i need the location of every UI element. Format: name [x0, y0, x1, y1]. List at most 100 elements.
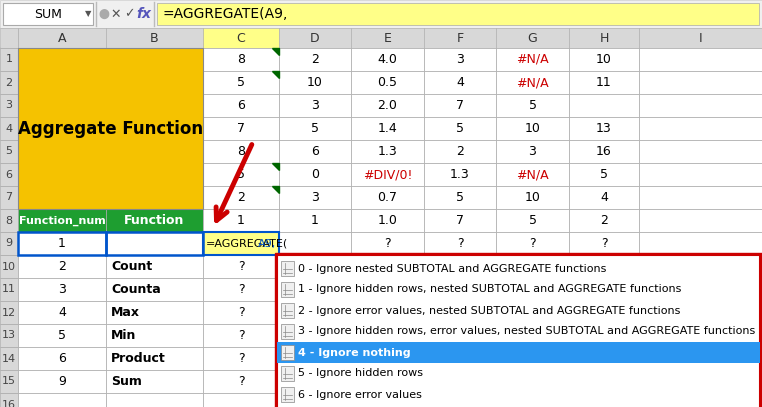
Bar — [279, 370, 351, 393]
Bar — [351, 301, 424, 324]
Text: 11: 11 — [596, 76, 612, 89]
Polygon shape — [0, 28, 18, 48]
Bar — [18, 301, 106, 324]
Bar — [496, 94, 569, 117]
Bar — [106, 232, 203, 255]
Text: 1: 1 — [58, 237, 66, 250]
Bar — [106, 186, 203, 209]
Text: D: D — [310, 31, 320, 44]
Bar — [0, 71, 18, 94]
Text: 3: 3 — [456, 53, 464, 66]
Bar — [351, 117, 424, 140]
Bar — [639, 140, 762, 163]
Bar — [569, 186, 639, 209]
Bar — [639, 347, 762, 370]
Bar — [496, 163, 569, 186]
Text: 12: 12 — [2, 308, 16, 317]
Text: ?: ? — [238, 375, 245, 388]
Bar — [569, 232, 639, 255]
Text: ✕: ✕ — [110, 7, 121, 20]
Bar — [351, 232, 424, 255]
Bar — [279, 278, 351, 301]
Text: 5: 5 — [456, 191, 464, 204]
Text: ?: ? — [238, 306, 245, 319]
Bar — [424, 370, 496, 393]
Text: ?: ? — [456, 237, 463, 250]
Bar — [424, 347, 496, 370]
Bar — [106, 209, 203, 232]
Bar — [281, 345, 294, 360]
Bar — [424, 255, 496, 278]
Text: Counta: Counta — [111, 283, 161, 296]
Bar — [0, 324, 18, 347]
Text: Function: Function — [124, 214, 184, 227]
Text: 5: 5 — [456, 122, 464, 135]
Bar — [18, 71, 106, 94]
Bar — [351, 94, 424, 117]
Text: 1 - Ignore hidden rows, nested SUBTOTAL and AGGREGATE functions: 1 - Ignore hidden rows, nested SUBTOTAL … — [298, 284, 681, 295]
Bar — [496, 28, 569, 48]
Text: 10: 10 — [2, 262, 16, 271]
Bar — [569, 255, 639, 278]
Bar — [3, 3, 93, 25]
Bar — [106, 117, 203, 140]
Text: ?: ? — [238, 260, 245, 273]
Bar — [203, 71, 279, 94]
Bar — [639, 186, 762, 209]
Text: 2: 2 — [311, 53, 319, 66]
Bar — [18, 347, 106, 370]
Bar — [639, 117, 762, 140]
Bar — [106, 370, 203, 393]
Bar — [203, 255, 279, 278]
Bar — [203, 232, 279, 255]
Bar — [18, 393, 106, 407]
Text: 1.3: 1.3 — [378, 145, 397, 158]
Bar — [18, 163, 106, 186]
Bar — [569, 48, 639, 71]
Bar — [106, 163, 203, 186]
Bar — [18, 324, 106, 347]
Text: 9: 9 — [58, 375, 66, 388]
Bar — [0, 0, 762, 28]
Text: 6: 6 — [237, 99, 245, 112]
Bar — [639, 301, 762, 324]
Text: H: H — [599, 31, 609, 44]
Bar — [569, 347, 639, 370]
Text: 7: 7 — [456, 99, 464, 112]
Bar — [281, 366, 294, 381]
Text: 3: 3 — [529, 145, 536, 158]
Bar — [106, 347, 203, 370]
Bar — [496, 232, 569, 255]
Bar — [351, 140, 424, 163]
Bar — [279, 324, 351, 347]
Bar — [424, 117, 496, 140]
Bar — [351, 28, 424, 48]
Text: 11: 11 — [2, 284, 16, 295]
Text: 0: 0 — [311, 168, 319, 181]
Bar — [496, 209, 569, 232]
Bar — [277, 255, 760, 407]
Bar — [639, 48, 762, 71]
Text: 10: 10 — [596, 53, 612, 66]
Bar — [424, 209, 496, 232]
Text: =AGGREGATE(A9,: =AGGREGATE(A9, — [162, 7, 287, 21]
Bar — [569, 28, 639, 48]
Bar — [639, 255, 762, 278]
Bar — [569, 209, 639, 232]
Bar — [0, 347, 18, 370]
Bar — [424, 140, 496, 163]
Bar — [424, 94, 496, 117]
Bar — [0, 278, 18, 301]
Bar — [106, 48, 203, 71]
Bar — [496, 117, 569, 140]
Bar — [106, 232, 203, 255]
Polygon shape — [272, 71, 279, 78]
Text: 5 - Ignore hidden rows: 5 - Ignore hidden rows — [298, 368, 423, 379]
Bar — [281, 324, 294, 339]
Bar — [279, 71, 351, 94]
Text: ?: ? — [384, 237, 391, 250]
Bar — [281, 261, 294, 276]
Text: 0.5: 0.5 — [377, 76, 398, 89]
Bar — [279, 163, 351, 186]
Text: 6: 6 — [58, 352, 66, 365]
